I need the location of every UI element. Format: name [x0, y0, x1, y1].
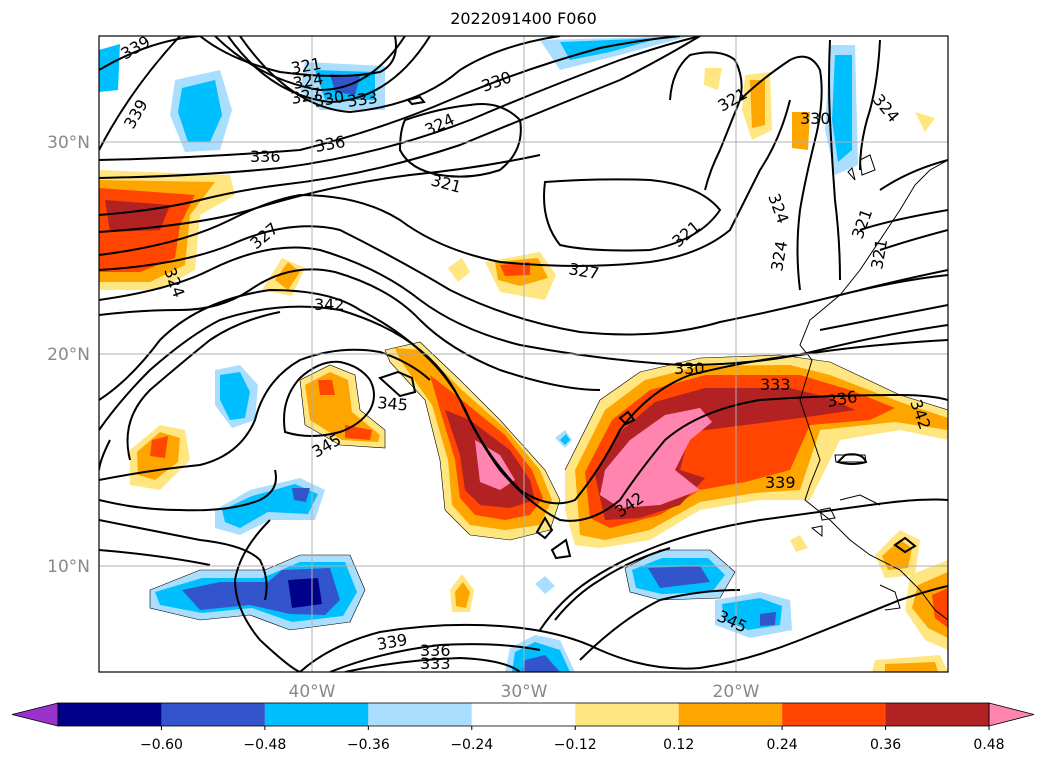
- colorbar: −0.60 −0.48 −0.36 −0.24 −0.12 0.12 0.24 0.36 0.4…: [11, 702, 1035, 753]
- colorbar-segment: [368, 703, 472, 726]
- lat-label-30n: 30°N: [47, 133, 90, 153]
- colorbar-tick-label: −0.48: [243, 737, 286, 753]
- map-plot-area: 339 339 321 324 327 330 333 330 324 336 …: [99, 36, 948, 673]
- colorbar-frame: [57, 702, 990, 727]
- colorbar-tick-label: 0.48: [973, 737, 1004, 753]
- colorbar-tick-label: 0.36: [870, 737, 901, 753]
- contour-label: 330: [800, 109, 831, 128]
- map-title: 2022091400 F060: [450, 9, 597, 28]
- shaded-outlines: [149, 341, 948, 631]
- lat-label-10n: 10°N: [47, 557, 90, 577]
- longitude-labels: 40°W 30°W 20°W: [289, 682, 760, 702]
- colorbar-tick-label: −0.24: [450, 737, 493, 753]
- colorbar-tick-label: 0.12: [663, 737, 694, 753]
- colorbar-segment: [678, 703, 783, 726]
- colorbar-extend-low: [11, 702, 59, 727]
- contour-label: 333: [346, 88, 379, 111]
- lat-label-20n: 20°N: [47, 345, 90, 365]
- colorbar-segment: [575, 703, 679, 726]
- lon-label-30w: 30°W: [501, 682, 548, 702]
- colorbar-tick-label: −0.60: [140, 737, 183, 753]
- contour-label: 342: [314, 295, 345, 314]
- lon-label-40w: 40°W: [289, 682, 336, 702]
- contour-label: 336: [420, 641, 451, 660]
- colorbar-segment: [264, 703, 369, 726]
- colorbar-segment: [782, 703, 886, 726]
- colorbar-tick-label: −0.12: [554, 737, 597, 753]
- lon-label-20w: 20°W: [713, 682, 760, 702]
- coastlines: [799, 154, 948, 621]
- contour-label: 333: [760, 375, 791, 394]
- contour-lines: [99, 36, 948, 672]
- colorbar-extend-high: [988, 702, 1035, 727]
- contour-label: 336: [250, 147, 281, 166]
- contour-label: 345: [377, 393, 409, 415]
- colorbar-tick-label: 0.24: [767, 737, 798, 753]
- graticule: [99, 36, 948, 672]
- contour-label: 339: [765, 473, 796, 492]
- colorbar-tick-label: −0.36: [347, 737, 390, 753]
- colorbar-segment: [161, 703, 265, 726]
- contour-label: 330: [674, 359, 705, 378]
- shaded-fields: [99, 36, 948, 672]
- contour-label: 333: [420, 654, 451, 673]
- latitude-labels: 30°N 20°N 10°N: [47, 133, 90, 577]
- colorbar-segment: [885, 703, 989, 726]
- colorbar-segment: [471, 703, 576, 726]
- colorbar-segment: [58, 703, 162, 726]
- map-frame: [98, 35, 949, 673]
